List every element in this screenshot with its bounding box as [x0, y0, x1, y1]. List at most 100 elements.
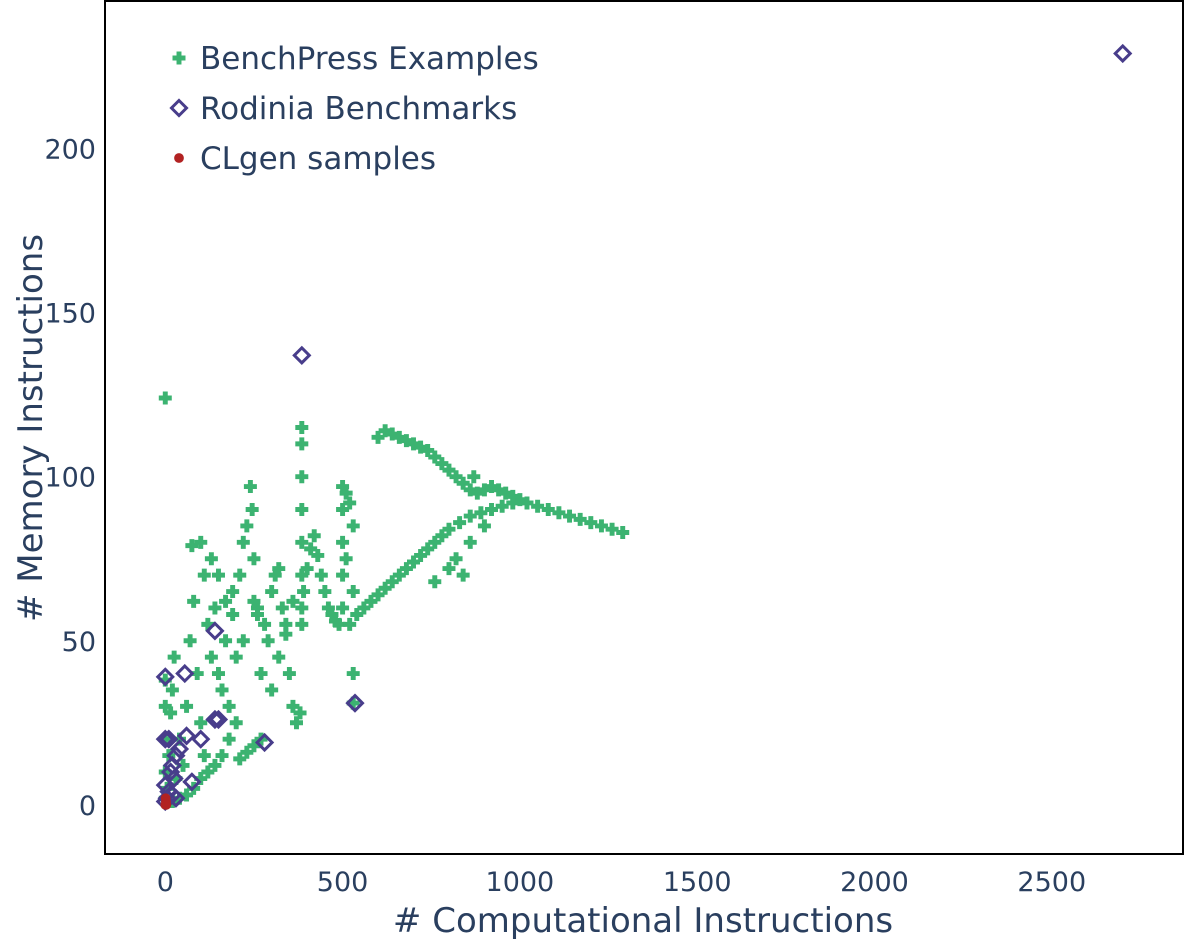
- point-s1-7: [208, 709, 229, 730]
- plot-frame: [104, 0, 1184, 855]
- point-s0-140: [449, 552, 463, 566]
- point-s0-144: [229, 716, 243, 730]
- point-s0-11: [169, 772, 183, 786]
- point-s0-86: [371, 588, 385, 602]
- point-s0-68: [328, 614, 342, 628]
- y-tick-label: 0: [79, 791, 96, 822]
- legend-marker-2: [174, 153, 184, 163]
- y-axis-ticks: 0 50 100 150 200: [44, 135, 96, 822]
- point-s0-5: [158, 673, 172, 687]
- point-s0-83: [350, 608, 364, 622]
- point-s0-88: [385, 575, 399, 589]
- point-s0-87: [378, 581, 392, 595]
- point-s0-117: [392, 430, 406, 444]
- point-s0-129: [477, 483, 491, 497]
- point-s0-128: [470, 486, 484, 500]
- point-s1-11: [159, 729, 179, 749]
- point-s0-17: [190, 667, 204, 681]
- point-s0-12: [172, 732, 186, 746]
- point-s0-80: [346, 585, 360, 599]
- point-s0-10: [167, 650, 181, 664]
- point-s1-3: [205, 621, 225, 641]
- y-tick-label: 150: [44, 299, 96, 330]
- point-s0-60: [300, 562, 314, 576]
- point-s0-44: [272, 562, 286, 576]
- point-s0-31: [229, 650, 243, 664]
- point-s0-141: [247, 594, 261, 608]
- point-s0-52: [295, 437, 309, 451]
- point-s1-6: [205, 709, 225, 730]
- point-s0-56: [295, 568, 309, 582]
- point-s0-61: [304, 542, 318, 556]
- point-s0-149: [194, 772, 208, 786]
- point-s0-49: [289, 716, 303, 730]
- point-s0-101: [495, 499, 509, 513]
- point-s0-71: [336, 503, 350, 517]
- point-s0-90: [399, 562, 413, 576]
- point-s0-41: [261, 634, 275, 648]
- series-0: [158, 391, 630, 809]
- point-s0-127: [463, 483, 477, 497]
- point-s1-0: [1113, 43, 1133, 64]
- point-s0-37: [247, 552, 261, 566]
- point-s0-161: [286, 594, 300, 608]
- point-s2-3: [161, 799, 172, 810]
- point-s0-157: [233, 752, 247, 766]
- point-s0-14: [180, 699, 194, 713]
- point-s0-135: [442, 562, 456, 576]
- series-1: [155, 43, 1133, 812]
- point-s0-53: [295, 470, 309, 484]
- point-s0-85: [364, 594, 378, 608]
- point-s0-75: [339, 486, 353, 500]
- point-s0-118: [399, 434, 413, 448]
- point-s0-152: [172, 791, 186, 805]
- point-s0-138: [477, 519, 491, 533]
- point-s0-89: [392, 568, 406, 582]
- point-s0-35: [243, 480, 257, 494]
- point-s1-1: [292, 345, 312, 365]
- point-s1-2: [345, 693, 365, 713]
- point-s0-126: [456, 476, 470, 490]
- series-2: [160, 793, 172, 810]
- point-s1-16: [160, 762, 181, 782]
- point-s0-162: [211, 568, 225, 582]
- point-s0-116: [385, 427, 399, 441]
- x-axis-title: # Computational Instructions: [393, 901, 893, 941]
- point-s1-17: [164, 768, 184, 789]
- point-s0-40: [258, 617, 272, 631]
- point-s0-108: [563, 509, 577, 523]
- y-tick-label: 50: [62, 627, 96, 658]
- point-s0-65: [318, 585, 332, 599]
- point-s0-18: [194, 716, 208, 730]
- point-s0-119: [407, 437, 421, 451]
- point-s0-82: [346, 696, 360, 710]
- point-s0-99: [474, 506, 488, 520]
- point-s0-123: [435, 457, 449, 471]
- point-s0-42: [265, 585, 279, 599]
- y-axis-title: # Memory Instructions: [11, 234, 51, 622]
- point-s0-69: [332, 617, 346, 631]
- x-axis-ticks: 0 500 1000 1500 2000 2500: [157, 867, 1086, 898]
- point-s0-21: [194, 535, 208, 549]
- point-s0-102: [506, 496, 520, 510]
- point-s0-67: [325, 608, 339, 622]
- point-s0-38: [250, 601, 264, 615]
- legend-label-2: CLgen samples: [200, 141, 436, 177]
- point-s0-137: [463, 535, 477, 549]
- legend-label-0: BenchPress Examples: [200, 41, 539, 77]
- point-s1-10: [176, 726, 197, 746]
- point-s0-36: [245, 503, 259, 517]
- point-s0-136: [428, 575, 442, 589]
- point-s0-43: [268, 568, 282, 582]
- point-s0-84: [357, 601, 371, 615]
- point-s0-114: [371, 430, 385, 444]
- point-s0-76: [339, 552, 353, 566]
- x-tick-label: 500: [317, 867, 369, 898]
- point-s0-109: [573, 512, 587, 526]
- point-s0-95: [435, 529, 449, 543]
- point-s0-6: [160, 781, 174, 795]
- point-s0-62: [307, 529, 321, 543]
- point-s0-26: [211, 667, 225, 681]
- point-s0-33: [236, 535, 250, 549]
- point-s1-9: [191, 729, 211, 749]
